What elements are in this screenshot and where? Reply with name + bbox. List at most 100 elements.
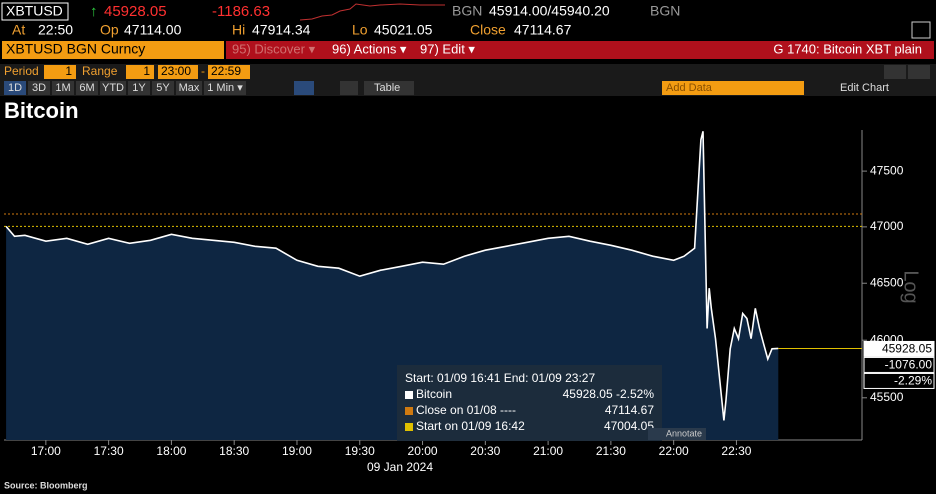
range-button-label: 3D bbox=[32, 82, 46, 94]
change: -1186.63 bbox=[212, 3, 270, 20]
annotate: Annotate bbox=[666, 428, 702, 438]
range-end: 22:59 bbox=[211, 64, 241, 78]
sparkline bbox=[299, 3, 445, 21]
range-button[interactable] bbox=[152, 81, 174, 95]
menu-bar bbox=[226, 41, 934, 59]
period: 1 bbox=[65, 64, 72, 78]
x-tick-label: 20:00 bbox=[408, 444, 438, 458]
last-tag bbox=[863, 356, 935, 373]
x-tick-label: 19:30 bbox=[345, 444, 375, 458]
input[interactable] bbox=[44, 65, 76, 79]
last-tag-text: -2.29% bbox=[894, 374, 932, 388]
series-line bbox=[5, 131, 779, 421]
range-button-label: 1Y bbox=[132, 82, 146, 94]
legend-name: Bitcoin bbox=[416, 387, 452, 401]
y-tick-label: 47000 bbox=[870, 219, 904, 233]
x-sublabel: 09 Jan 2024 bbox=[367, 460, 433, 474]
table-button[interactable] bbox=[364, 81, 414, 95]
edit-chart[interactable]: Edit Chart bbox=[840, 82, 889, 94]
legend-value: 45928.05 -2.52% bbox=[563, 387, 655, 401]
range-button-label: 6M bbox=[79, 82, 94, 94]
range-start: 23:00 bbox=[161, 64, 191, 78]
x-tick-label: 17:00 bbox=[31, 444, 61, 458]
last-tag bbox=[863, 372, 935, 389]
ticker-box bbox=[1, 2, 69, 21]
range-button[interactable] bbox=[28, 81, 50, 95]
redo[interactable] bbox=[908, 65, 930, 79]
line-icon[interactable] bbox=[294, 81, 314, 95]
y-tick-label: 45500 bbox=[870, 390, 904, 404]
add-data-text: Add Data bbox=[666, 82, 713, 94]
legend-swatch bbox=[405, 391, 413, 399]
range-button[interactable] bbox=[128, 81, 150, 95]
menu-edit[interactable]: 97) Edit ▾ bbox=[420, 41, 475, 56]
annotate-button[interactable] bbox=[648, 428, 706, 440]
undo[interactable] bbox=[884, 65, 906, 79]
legend-swatch bbox=[405, 407, 413, 415]
input[interactable] bbox=[126, 65, 154, 79]
range-button-label: 1D bbox=[8, 82, 22, 94]
range-button[interactable] bbox=[76, 81, 98, 95]
security: XBTUSD BGN Curncy bbox=[6, 41, 145, 57]
last-tag bbox=[863, 340, 935, 357]
table: Table bbox=[374, 82, 400, 94]
value: 45021.05 bbox=[374, 22, 433, 38]
x-tick-label: 20:30 bbox=[470, 444, 500, 458]
range-button-label: Max bbox=[179, 82, 200, 94]
dash: - bbox=[201, 64, 205, 78]
value: 47114.00 bbox=[124, 22, 182, 38]
legend-name: Start on 01/09 16:42 bbox=[416, 419, 525, 433]
value: 22:50 bbox=[38, 22, 73, 38]
dropdown[interactable] bbox=[340, 81, 358, 95]
value: 47914.34 bbox=[252, 22, 311, 38]
x-tick-label: 18:30 bbox=[219, 444, 249, 458]
arrow: ↑ bbox=[90, 3, 98, 20]
scale-label: Log bbox=[900, 270, 922, 303]
chart: 45928.05 -1076.00 -2.29% 45500 46000 46500 470… bbox=[4, 130, 935, 474]
ticker: XBTUSD bbox=[6, 3, 63, 19]
value: 47114.67 bbox=[514, 22, 572, 38]
source: BGN bbox=[650, 3, 680, 19]
source-note: Source: Bloomberg bbox=[4, 480, 88, 490]
input[interactable] bbox=[158, 65, 198, 79]
y-tick-label: 46000 bbox=[870, 332, 904, 346]
legend-value: 47004.05 bbox=[604, 419, 654, 433]
add-data[interactable] bbox=[662, 81, 804, 95]
label: At bbox=[12, 22, 25, 38]
x-tick-label: 21:00 bbox=[533, 444, 563, 458]
menu-discover[interactable]: 95) Discover ▾ bbox=[232, 41, 316, 56]
x-tick-label: 21:30 bbox=[596, 444, 626, 458]
label: Period bbox=[4, 64, 39, 78]
range-button[interactable] bbox=[204, 81, 246, 95]
bid-ask: 45914.00/45940.20 bbox=[489, 3, 610, 19]
export-icon[interactable] bbox=[911, 21, 931, 39]
label: Hi bbox=[232, 22, 245, 38]
range-button-label: YTD bbox=[102, 82, 124, 94]
range-button[interactable] bbox=[176, 81, 202, 95]
label: Op bbox=[100, 22, 119, 38]
range: 1 bbox=[143, 64, 150, 78]
last: 45928.05 bbox=[104, 3, 167, 20]
x-tick-label: 22:00 bbox=[659, 444, 689, 458]
x-tick-label: 17:30 bbox=[94, 444, 124, 458]
legend-name: Close on 01/08 ---- bbox=[416, 403, 516, 417]
x-tick-label: 18:00 bbox=[156, 444, 186, 458]
security-bar[interactable] bbox=[2, 41, 224, 59]
range-button-label: 1 Min ▾ bbox=[207, 82, 243, 94]
y-tick-label: 46500 bbox=[870, 275, 904, 289]
x-tick-label: 19:00 bbox=[282, 444, 312, 458]
range-button[interactable] bbox=[4, 81, 26, 95]
range-button[interactable] bbox=[100, 81, 126, 95]
range-buttons: 1D 3D 1M 6M YTD 1Y 5Y Max 1 Min ▾ bbox=[4, 81, 246, 95]
chart-title: Bitcoin bbox=[4, 98, 79, 123]
legend-box bbox=[397, 365, 662, 441]
legend-header: Start: 01/09 16:41 End: 01/09 23:27 bbox=[405, 371, 595, 385]
area-fill bbox=[6, 131, 779, 441]
last-tag-text: -1076.00 bbox=[885, 358, 933, 372]
range-button[interactable] bbox=[52, 81, 74, 95]
input[interactable] bbox=[208, 65, 250, 79]
menu-actions[interactable]: 96) Actions ▾ bbox=[332, 41, 407, 56]
label: Lo bbox=[352, 22, 368, 38]
